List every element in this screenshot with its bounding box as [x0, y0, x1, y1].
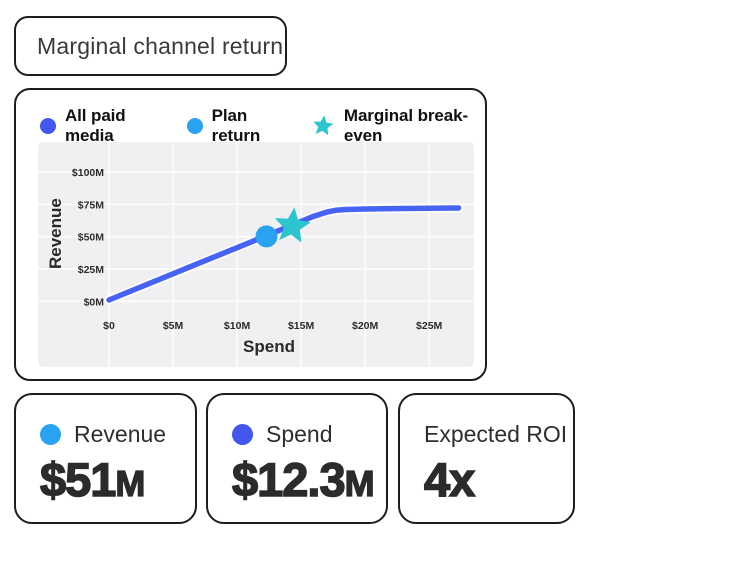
spend-dot-icon: [232, 423, 253, 445]
svg-text:$10M: $10M: [224, 320, 251, 332]
svg-text:$25M: $25M: [416, 320, 443, 332]
stat-label: Spend: [266, 420, 333, 447]
title-card: Marginal channel return: [14, 16, 287, 76]
page-title: Marginal channel return: [37, 32, 284, 59]
svg-text:$15M: $15M: [288, 320, 315, 332]
svg-text:$25M: $25M: [78, 264, 105, 276]
svg-text:$0: $0: [103, 320, 115, 332]
svg-text:$5M: $5M: [163, 320, 184, 332]
chart-plot-area: $0M $25M $50M $75M $100M $0 $5M $10M $15M $20M $25…: [38, 142, 474, 367]
star-icon: [313, 115, 334, 136]
legend-label: Plan return: [211, 106, 261, 145]
stat-card-spend: Spend $12.3M: [206, 393, 388, 524]
stat-value: $51M: [39, 453, 195, 506]
chart-legend: All paid media Plan return Marginal brea…: [40, 106, 485, 146]
svg-text:$0M: $0M: [84, 296, 105, 308]
svg-text:$50M: $50M: [78, 232, 105, 244]
svg-text:$75M: $75M: [78, 199, 105, 211]
stat-value-number: 4x: [423, 453, 476, 506]
stat-label-row: Spend: [232, 420, 386, 447]
legend-label: Marginal break-even: [343, 106, 469, 145]
circle-marker-icon: [40, 118, 56, 134]
x-axis-title: Spend: [243, 337, 295, 356]
legend-item-plan-return[interactable]: Plan return: [186, 106, 288, 146]
stat-card-revenue: Revenue $51M: [14, 393, 197, 524]
stat-value-number: $12.3: [231, 453, 346, 506]
circle-marker-icon: [186, 118, 203, 134]
y-axis-title: Revenue: [46, 198, 65, 270]
stat-label-row: Revenue: [40, 420, 195, 447]
chart-card: All paid media Plan return Marginal brea…: [14, 88, 487, 381]
stat-value-suffix: M: [344, 463, 375, 504]
stat-label-row: Expected ROI: [424, 420, 573, 447]
line-chart: $0M $25M $50M $75M $100M $0 $5M $10M $15M $20M $25…: [38, 142, 474, 367]
stat-value-suffix: M: [115, 463, 146, 504]
legend-label: All paid media: [65, 106, 126, 145]
stat-label: Revenue: [74, 420, 167, 447]
svg-text:$100M: $100M: [72, 167, 104, 179]
revenue-dot-icon: [40, 423, 61, 445]
legend-item-marginal-break-even[interactable]: Marginal break-even: [311, 106, 485, 146]
legend-item-all-paid-media[interactable]: All paid media: [40, 106, 164, 146]
svg-text:$20M: $20M: [352, 320, 379, 332]
stat-value-number: $51: [39, 453, 117, 506]
stat-card-expected-roi: Expected ROI 4x: [398, 393, 575, 524]
stat-label: Expected ROI: [424, 420, 568, 447]
stat-value: 4x: [423, 453, 573, 506]
stat-value: $12.3M: [231, 453, 386, 506]
